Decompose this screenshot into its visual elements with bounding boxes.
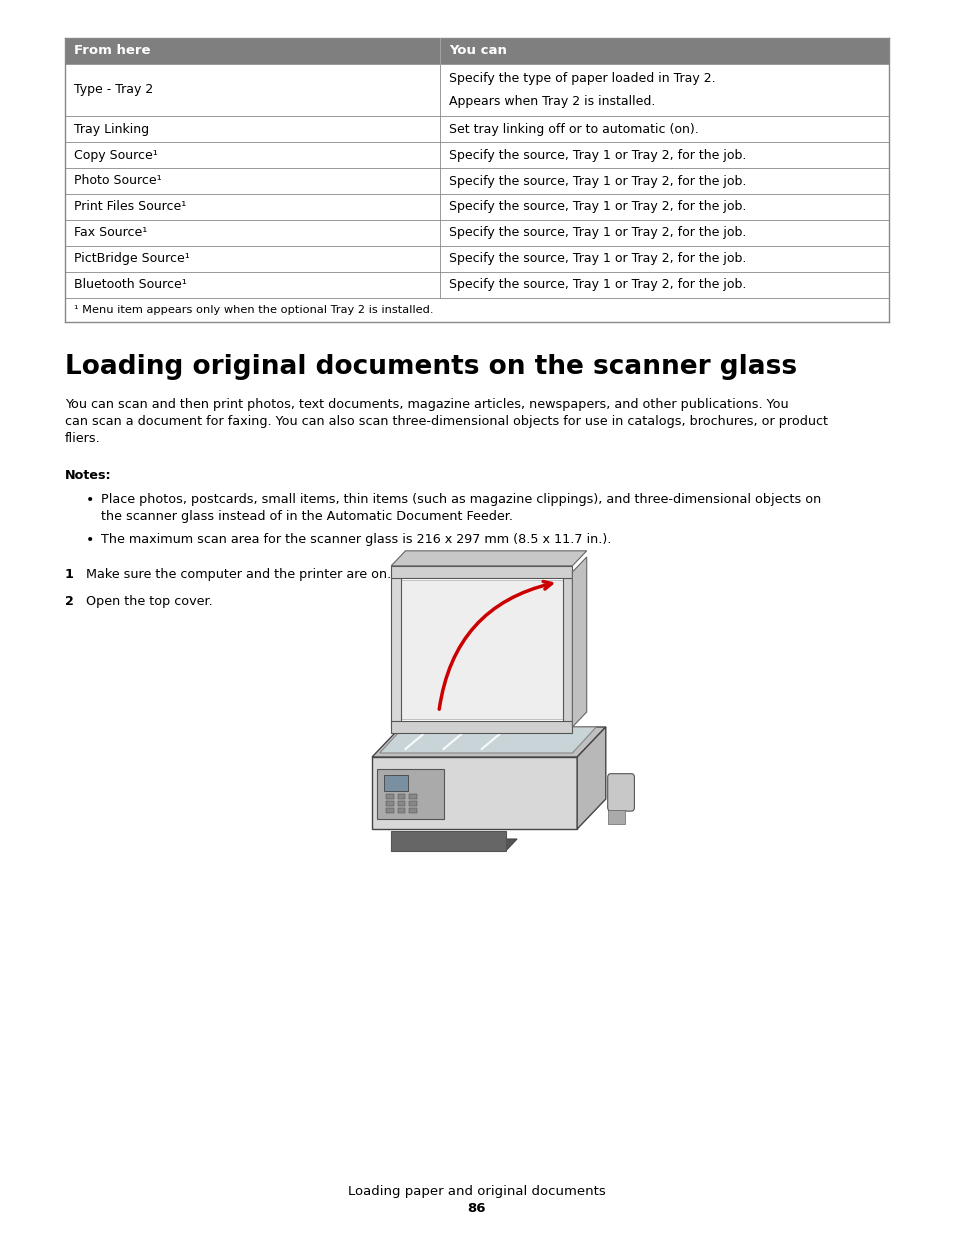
Bar	[386, 794, 394, 799]
Bar	[397, 802, 405, 806]
FancyBboxPatch shape	[391, 831, 505, 851]
Bar	[409, 808, 416, 813]
Text: Specify the source, Tray 1 or Tray 2, for the job.: Specify the source, Tray 1 or Tray 2, fo…	[449, 279, 746, 291]
Bar	[607, 810, 624, 824]
FancyArrowPatch shape	[438, 582, 551, 709]
Text: Make sure the computer and the printer are on.: Make sure the computer and the printer a…	[86, 568, 391, 580]
Bar	[391, 572, 400, 727]
Text: Photo Source¹: Photo Source¹	[74, 174, 162, 188]
Bar	[65, 168, 888, 194]
FancyBboxPatch shape	[607, 773, 634, 811]
Text: 1: 1	[65, 568, 73, 580]
Bar	[65, 38, 888, 64]
Text: the scanner glass instead of in the Automatic Document Feeder.: the scanner glass instead of in the Auto…	[101, 510, 513, 522]
Text: Loading paper and original documents: Loading paper and original documents	[348, 1184, 605, 1198]
Bar	[65, 272, 888, 298]
Bar	[397, 808, 405, 813]
Bar	[65, 298, 888, 322]
Bar	[65, 116, 888, 142]
Bar	[397, 580, 565, 719]
Text: Type - Tray 2: Type - Tray 2	[74, 84, 153, 96]
Bar	[65, 246, 888, 272]
Bar	[397, 794, 405, 799]
Text: Bluetooth Source¹: Bluetooth Source¹	[74, 279, 187, 291]
Text: Place photos, postcards, small items, thin items (such as magazine clippings), a: Place photos, postcards, small items, th…	[101, 493, 821, 506]
Text: You can: You can	[449, 44, 507, 58]
Polygon shape	[391, 551, 586, 566]
Text: Specify the source, Tray 1 or Tray 2, for the job.: Specify the source, Tray 1 or Tray 2, fo…	[449, 200, 746, 214]
Text: From here: From here	[74, 44, 151, 58]
Text: PictBridge Source¹: PictBridge Source¹	[74, 252, 190, 266]
Text: Fax Source¹: Fax Source¹	[74, 226, 148, 240]
Polygon shape	[572, 557, 586, 727]
Polygon shape	[379, 727, 596, 753]
Text: You can scan and then print photos, text documents, magazine articles, newspaper: You can scan and then print photos, text…	[65, 398, 788, 411]
Text: Specify the source, Tray 1 or Tray 2, for the job.: Specify the source, Tray 1 or Tray 2, fo…	[449, 226, 746, 240]
Bar	[409, 802, 416, 806]
Text: The maximum scan area for the scanner glass is 216 x 297 mm (8.5 x 11.7 in.).: The maximum scan area for the scanner gl…	[101, 534, 611, 546]
Bar	[391, 566, 572, 578]
Bar	[409, 794, 416, 799]
FancyBboxPatch shape	[372, 757, 577, 829]
Polygon shape	[372, 727, 605, 757]
Text: Set tray linking off or to automatic (on).: Set tray linking off or to automatic (on…	[449, 122, 699, 136]
Text: Print Files Source¹: Print Files Source¹	[74, 200, 187, 214]
Text: Copy Source¹: Copy Source¹	[74, 148, 158, 162]
Text: •: •	[86, 534, 94, 547]
Text: ¹ Menu item appears only when the optional Tray 2 is installed.: ¹ Menu item appears only when the option…	[74, 305, 434, 315]
Text: Loading original documents on the scanner glass: Loading original documents on the scanne…	[65, 354, 796, 380]
Text: fliers.: fliers.	[65, 432, 100, 445]
Bar	[384, 776, 408, 790]
Text: Specify the source, Tray 1 or Tray 2, for the job.: Specify the source, Tray 1 or Tray 2, fo…	[449, 252, 746, 266]
Bar	[391, 721, 572, 734]
Text: Specify the type of paper loaded in Tray 2.: Specify the type of paper loaded in Tray…	[449, 72, 716, 85]
Bar	[386, 802, 394, 806]
Bar	[65, 220, 888, 246]
Text: can scan a document for faxing. You can also scan three-dimensional objects for : can scan a document for faxing. You can …	[65, 415, 827, 429]
Text: Appears when Tray 2 is installed.: Appears when Tray 2 is installed.	[449, 95, 655, 107]
Text: 86: 86	[467, 1202, 486, 1215]
Text: Specify the source, Tray 1 or Tray 2, for the job.: Specify the source, Tray 1 or Tray 2, fo…	[449, 148, 746, 162]
Polygon shape	[391, 839, 517, 851]
Text: Open the top cover.: Open the top cover.	[86, 595, 213, 608]
Text: 2: 2	[65, 595, 73, 608]
Polygon shape	[577, 727, 605, 829]
Text: •: •	[86, 493, 94, 508]
Bar	[562, 572, 572, 727]
Bar	[376, 769, 443, 819]
Text: Specify the source, Tray 1 or Tray 2, for the job.: Specify the source, Tray 1 or Tray 2, fo…	[449, 174, 746, 188]
Bar	[65, 142, 888, 168]
Text: Tray Linking: Tray Linking	[74, 122, 150, 136]
Bar	[65, 194, 888, 220]
Text: Notes:: Notes:	[65, 469, 112, 482]
Bar	[65, 64, 888, 116]
Bar	[386, 808, 394, 813]
